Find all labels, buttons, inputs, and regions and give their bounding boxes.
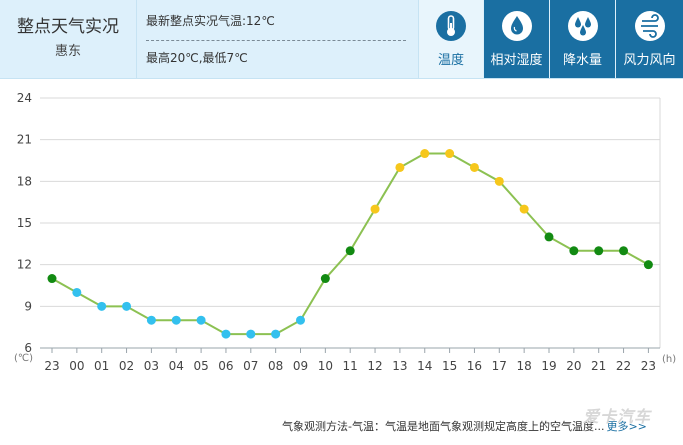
page-title: 整点天气实况 xyxy=(17,17,119,37)
data-point xyxy=(72,287,82,297)
data-point xyxy=(221,329,231,339)
data-point xyxy=(146,315,156,325)
tab-label: 温度 xyxy=(437,53,464,68)
data-point xyxy=(395,162,405,172)
footer-note: 气象观测方法-气温：气温是地面气象观测规定高度上的空气温度... 更多>> xyxy=(282,418,647,434)
y-tick-label: 21 xyxy=(17,133,32,147)
x-tick-label: 23 xyxy=(641,359,656,373)
x-tick-label: 12 xyxy=(367,359,382,373)
x-tick-label: 16 xyxy=(467,359,482,373)
x-tick-label: 07 xyxy=(243,359,258,373)
chart-svg: 6 9 12 15 18 21 24 (℃) 23 00 01 02 03 04 05 06 07 08 09 10 1… xyxy=(14,91,676,373)
watermark: 爱卡汽车 xyxy=(583,407,652,426)
x-tick-label: 11 xyxy=(343,359,358,373)
x-tick-label: 06 xyxy=(218,359,233,373)
temperature-chart: 6 9 12 15 18 21 24 (℃) 23 00 01 02 03 04 05 06 07 08 09 10 1… xyxy=(0,80,683,410)
header: 整点天气实况 惠东 最新整点实况气温:12℃ 最高20℃,最低7℃ 温度 相对湿… xyxy=(0,0,683,79)
x-tick-label: 03 xyxy=(144,359,159,373)
data-point xyxy=(246,329,256,339)
x-tick-label: 18 xyxy=(517,359,532,373)
data-point xyxy=(196,315,206,325)
current-temp-text: 最新整点实况气温:12℃ xyxy=(146,14,275,28)
x-tick-label: 09 xyxy=(293,359,308,373)
x-tick-label: 13 xyxy=(392,359,407,373)
y-tick-label: 15 xyxy=(17,216,32,230)
data-point xyxy=(519,204,529,214)
x-unit-label: (h) xyxy=(662,354,676,365)
x-tick-label: 10 xyxy=(318,359,333,373)
x-tick-label: 00 xyxy=(69,359,84,373)
x-tick-label: 14 xyxy=(417,359,432,373)
x-tick-label: 20 xyxy=(566,359,581,373)
data-point xyxy=(420,149,430,159)
data-point xyxy=(97,301,107,311)
tab-label: 相对湿度 xyxy=(490,53,543,68)
tab-label: 降水量 xyxy=(562,53,602,68)
tab-label: 风力风向 xyxy=(623,53,676,68)
data-point xyxy=(469,162,479,172)
x-tick-label: 15 xyxy=(442,359,457,373)
data-point xyxy=(569,246,579,256)
rain-drops-icon xyxy=(567,11,598,41)
x-tick-label: 17 xyxy=(492,359,507,373)
city-name: 惠东 xyxy=(54,44,81,59)
data-point xyxy=(271,329,281,339)
x-tick-label: 19 xyxy=(541,359,556,373)
y-tick-label: 18 xyxy=(17,174,32,188)
x-tick-label: 04 xyxy=(169,359,184,373)
high-low-text: 最高20℃,最低7℃ xyxy=(146,51,248,65)
data-point xyxy=(296,315,305,325)
city-box: 整点天气实况 惠东 xyxy=(0,0,137,78)
tab-temperature[interactable]: 温度 xyxy=(419,0,483,78)
x-tick-label: 23 xyxy=(44,359,59,373)
tab-wind[interactable]: 风力风向 xyxy=(616,0,683,78)
data-point xyxy=(345,246,355,256)
x-tick-label: 08 xyxy=(268,359,283,373)
x-tick-label: 21 xyxy=(591,359,606,373)
y-tick-label: 9 xyxy=(24,299,32,313)
data-point xyxy=(594,246,604,256)
humidity-drop-icon xyxy=(501,11,532,41)
data-point xyxy=(370,204,380,214)
data-point xyxy=(122,301,132,311)
info-box: 最新整点实况气温:12℃ 最高20℃,最低7℃ xyxy=(136,0,419,78)
thermometer-icon xyxy=(436,11,466,41)
info-divider xyxy=(146,40,406,41)
y-unit-label: (℃) xyxy=(14,353,33,364)
data-point xyxy=(619,246,629,256)
data-point xyxy=(494,176,504,186)
x-tick-label: 02 xyxy=(119,359,134,373)
wind-icon xyxy=(634,11,665,41)
data-point xyxy=(643,260,653,270)
x-tick-label: 22 xyxy=(616,359,631,373)
y-tick-label: 24 xyxy=(17,91,32,105)
x-tick-label: 05 xyxy=(193,359,208,373)
temperature-line xyxy=(51,152,649,336)
more-link[interactable]: 更多>> xyxy=(606,420,647,433)
data-point xyxy=(171,315,181,325)
observation-note: 气象观测方法-气温：气温是地面气象观测规定高度上的空气温度... xyxy=(282,420,605,433)
data-point xyxy=(544,232,554,242)
data-point xyxy=(47,274,57,284)
y-tick-label: 6 xyxy=(24,341,32,355)
tab-precipitation[interactable]: 降水量 xyxy=(550,0,615,78)
x-tick-label: 01 xyxy=(94,359,109,373)
data-point xyxy=(320,274,330,284)
data-point xyxy=(445,149,455,159)
y-tick-label: 12 xyxy=(17,258,32,272)
tab-relative-humidity[interactable]: 相对湿度 xyxy=(484,0,549,78)
